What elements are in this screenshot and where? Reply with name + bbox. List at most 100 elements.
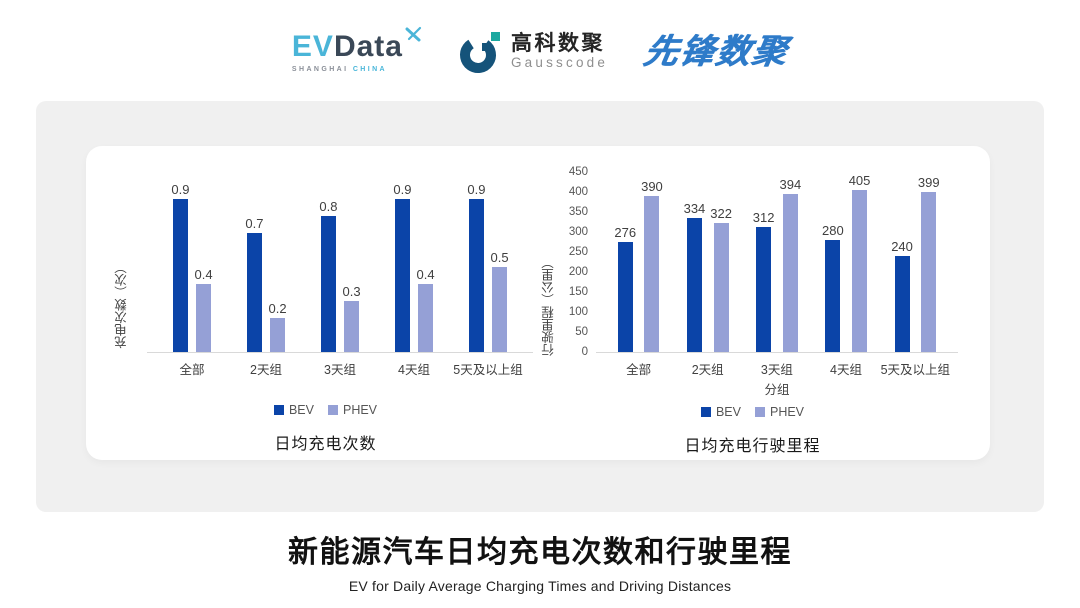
chart-body: 行驶里程（公里） 276 390 334 322 312 394 280 405 240 399 0… [539,166,966,398]
bar-phev [418,284,434,352]
category-label: 全部 [179,363,205,377]
evdata-logo: EV Data SHANGHAI CHINA [291,26,422,73]
y-tick-label: 50 [575,326,588,338]
bar-bev [756,227,772,352]
bar-phev [713,223,729,352]
logo-header: EV Data SHANGHAI CHINA 高科数聚 Gausscode 先锋数… [0,22,1080,82]
category-label: 2天组 [691,363,724,377]
bar-with-label: 0.5 [491,250,509,352]
bar-with-label: 276 [614,225,636,352]
evdata-shanghai-text: SHANGHAI [291,65,349,73]
subtitle: EV for Daily Average Charging Times and … [348,578,732,594]
footer: 新能源汽车日均充电次数和行驶里程 EV for Daily Average Ch… [0,527,1080,594]
bar-group: 334 322 [673,201,742,352]
chart-panel: 充电次数（次） 0.9 0.4 0.7 0.2 0.8 0.3 0.9 0.4 0.9 0.5 全… [36,101,1044,512]
bar-phev [852,190,868,352]
plot-area: 0.9 0.4 0.7 0.2 0.8 0.3 0.9 0.4 0.9 0.5 [147,182,533,353]
sparkle-icon [405,26,422,41]
bar-bev [617,241,633,352]
chart-daily-driving-distance: 行驶里程（公里） 276 390 334 322 312 394 280 405 240 399 0… [539,166,966,460]
bar-value-label: 0.9 [393,182,412,197]
bar-value-label: 405 [848,173,871,188]
category-axis: 全部 2天组 3天组 4天组 5天及以上组 [147,359,533,378]
bar-value-label: 240 [891,239,913,254]
gausscode-wordmark: 高科数聚 Gausscode [511,32,608,71]
chart-body: 充电次数（次） 0.9 0.4 0.7 0.2 0.8 0.3 0.9 0.4 0.9 0.5 全… [112,172,539,396]
bar-with-label: 322 [710,206,732,352]
bar-with-label: 0.9 [467,182,486,352]
legend-swatch [754,407,765,417]
legend-swatch [273,405,284,415]
bar-with-label: 405 [848,173,871,352]
category-label: 3天组 [760,363,793,377]
category-label: 4天组 [398,363,430,377]
bar-phev [344,301,360,352]
bar-with-label: 0.9 [393,182,412,352]
category-label: 5天及以上组 [453,363,523,377]
bar-bev [894,256,910,352]
bar-with-label: 399 [918,175,940,352]
evdata-china-text: CHINA [352,65,387,73]
bar-value-label: 322 [710,206,732,222]
bar-with-label: 0.3 [343,284,361,352]
bar-with-label: 280 [822,223,844,352]
y-tick-label: 0 [581,346,588,358]
category-label: 2天组 [250,363,282,377]
bar-phev [270,318,286,352]
bar-with-label: 394 [780,177,801,352]
bar-value-label: 0.7 [245,216,264,231]
y-tick-label: 250 [568,246,588,258]
evdata-subtitle: SHANGHAI CHINA [292,66,387,73]
bar-with-label: 240 [891,239,913,352]
evdata-wordmark: EV Data [291,26,422,63]
legend-item: PHEV [754,405,804,419]
plot-area: 276 390 334 322 312 394 280 405 240 399 0 50 100 150 2… [569,166,958,358]
y-tick-label: 350 [568,206,588,218]
gausscode-en-text: Gausscode [510,55,609,71]
bar-value-label: 399 [917,175,940,191]
legend-item: PHEV [327,403,377,417]
y-tick-label: 450 [568,166,588,178]
bar-bev [172,199,188,352]
legend: BEV PHEV [273,403,377,417]
bar-value-label: 0.5 [490,250,509,265]
legend-item: BEV [273,403,314,417]
chart-card: 充电次数（次） 0.9 0.4 0.7 0.2 0.8 0.3 0.9 0.4 0.9 0.5 全… [86,146,990,460]
main-title: 新能源汽车日均充电次数和行驶里程 [288,536,792,569]
bar-value-label: 0.4 [194,267,213,282]
bar-value-label: 0.9 [467,182,486,197]
bar-bev [246,233,262,352]
y-axis-title: 行驶里程（公里） [542,256,556,356]
category-axis: 全部 2天组 3天组 4天组 5天及以上组 [596,359,958,378]
bar-with-label: 0.8 [319,199,338,352]
bar-value-label: 0.8 [319,199,338,214]
bar-group: 0.7 0.2 [229,216,303,352]
bar-value-label: 334 [683,201,706,217]
x-axis-title [147,379,533,396]
legend-swatch [700,407,711,417]
bar-group: 0.9 0.4 [155,182,229,352]
bar-with-label: 390 [641,179,663,352]
bar-group: 240 399 [881,175,950,352]
category-label: 5天及以上组 [880,363,951,377]
legend-label: BEV [715,405,741,419]
bar-group: 0.8 0.3 [303,199,377,352]
legend: BEV PHEV [700,405,804,419]
bar-value-label: 312 [752,210,775,226]
bar-value-label: 280 [822,223,844,238]
bar-group: 280 405 [812,173,881,352]
bar-phev [196,284,212,352]
chart-daily-charging-times: 充电次数（次） 0.9 0.4 0.7 0.2 0.8 0.3 0.9 0.4 0.9 0.5 全… [112,172,539,460]
category-label: 4天组 [830,363,862,377]
xianfeng-logo: 先锋数聚 [640,33,792,71]
bar-group: 276 390 [604,179,673,352]
evdata-ev-text: EV [291,29,334,63]
y-tick-label: 400 [568,186,588,198]
bar-with-label: 312 [753,210,775,352]
x-axis-title: 分组 [764,383,790,397]
bar-value-label: 390 [641,179,663,194]
y-tick-label: 100 [568,306,588,318]
bar-value-label: 0.3 [342,284,361,299]
bar-with-label: 0.9 [171,182,190,352]
chart-title: 日均充电次数 [274,436,377,453]
